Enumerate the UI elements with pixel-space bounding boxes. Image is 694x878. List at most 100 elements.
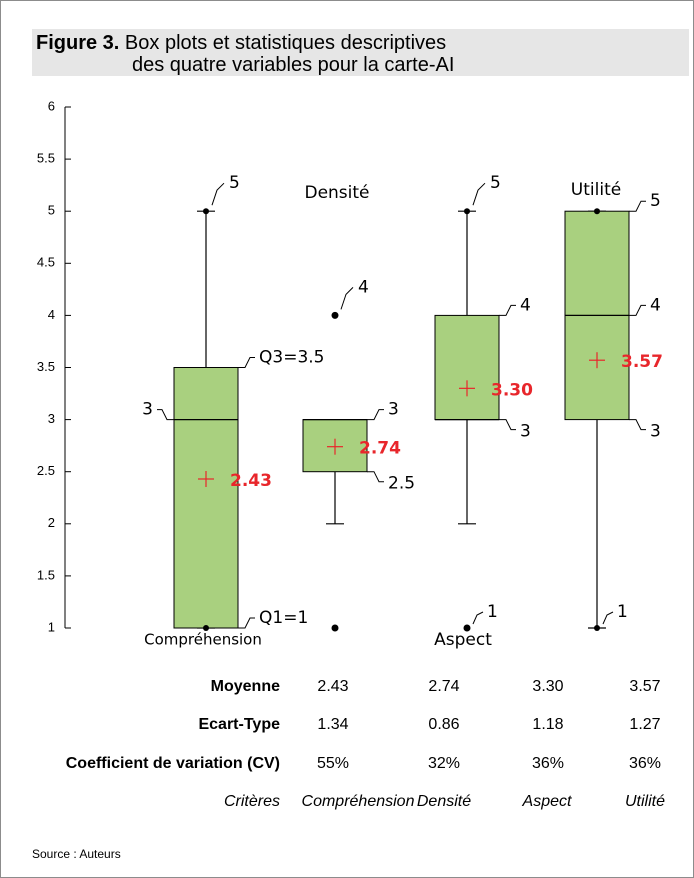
annotation-leader: Q3=3.5 (238, 348, 324, 368)
figure-title-line-2: des quatre variables pour la carte-AI (132, 54, 455, 76)
y-tick-label: 5.5 (37, 151, 55, 166)
stat-cell: 32% (427, 755, 461, 772)
stats-row-moyenne: Moyenne 2.43 2.74 3.30 3.57 (0, 678, 694, 702)
leader-line (238, 617, 255, 629)
y-tick-label: 1 (48, 619, 55, 634)
mean-label: 3.30 (491, 380, 533, 400)
box-4 (564, 210, 630, 629)
leader-line (157, 409, 174, 421)
leader-line (629, 304, 646, 316)
annotation-leader: 4 (629, 295, 661, 316)
box-plot-chart: 1 1.5 2 2.5 3 3.5 4 4.5 5 5.5 6 2.43 2.74 3.30 3.57 5 Q… (37, 98, 663, 650)
annotation-label: 5 (229, 173, 240, 193)
annotation-leader: 2.5 (367, 471, 415, 494)
plot-area (173, 208, 630, 632)
annotation-leader: 5 (211, 173, 240, 206)
y-tick-label: 3.5 (37, 359, 55, 374)
stat-cell: 3.57 (629, 678, 661, 695)
leader-line (629, 419, 646, 431)
annotation-label: Q1=1 (259, 608, 308, 628)
y-axis: 1 1.5 2 2.5 3 3.5 4 4.5 5 5.5 6 (37, 98, 71, 634)
box-2 (302, 311, 368, 632)
figure-label: Figure 3. (36, 32, 120, 54)
box-1 (173, 210, 239, 629)
row-label: Ecart-Type (198, 716, 280, 733)
leader-line (340, 287, 354, 310)
leader-line (602, 611, 614, 625)
max-point (464, 208, 470, 215)
stat-cell: 3.30 (532, 678, 564, 695)
annotation-label: 1 (487, 602, 498, 622)
annotation-leader: Q1=1 (238, 608, 308, 629)
leader-line (499, 304, 516, 316)
annotation-leader: 3 (367, 400, 399, 421)
stat-cell: 36% (628, 755, 662, 772)
column-header: Densité (416, 793, 472, 810)
source-note: Source : Auteurs (32, 847, 121, 861)
annotations: 2.43 2.74 3.30 3.57 5 Q3=3.5 3 Q1=1 4 3 2.5 5 4 3 1 5 4 3… (142, 173, 663, 650)
category-label: Densité (304, 183, 369, 203)
stats-row-cv: Coefficient de variation (CV) 55% 32% 36… (0, 755, 694, 779)
annotation-label: 4 (520, 295, 531, 315)
annotation-leader: 4 (499, 295, 531, 316)
y-tick-label: 4 (48, 307, 55, 322)
annotation-leader: 5 (629, 191, 661, 212)
outlier-point (331, 624, 339, 632)
annotation-label: 4 (358, 277, 369, 297)
max-point (594, 208, 600, 215)
y-tick-label: 6 (48, 98, 55, 113)
min-point (594, 625, 600, 631)
row-label: Coefficient de variation (CV) (65, 755, 280, 772)
leader-line (472, 182, 486, 206)
annotation-leader: 3 (629, 419, 661, 442)
min-point (203, 625, 209, 631)
column-header: Aspect (522, 793, 572, 810)
stat-cell: 1.27 (629, 716, 661, 733)
column-header: Utilité (624, 793, 666, 810)
figure-title-line-1: Figure 3. Box plots et statistiques desc… (36, 32, 446, 54)
category-label: Aspect (434, 630, 492, 650)
stat-cell: 55% (316, 755, 350, 772)
annotation-leader: 1 (472, 602, 498, 625)
y-tick-label: 4.5 (37, 255, 55, 270)
stat-cell: 2.43 (317, 678, 349, 695)
annotation-leader: 4 (340, 277, 369, 310)
leader-line (472, 611, 484, 625)
y-tick-label: 3 (48, 411, 55, 426)
stat-cell: 1.18 (532, 716, 564, 733)
y-tick-label: 5 (48, 203, 55, 218)
box-3 (434, 210, 500, 632)
annotation-label: 4 (650, 295, 661, 315)
annotation-label: Q3=3.5 (259, 348, 324, 368)
mean-label: 2.43 (230, 471, 272, 491)
mean-label: 2.74 (359, 439, 401, 459)
row-label: Critères (223, 793, 280, 810)
annotation-leader: 3 (499, 419, 531, 442)
title-band (32, 29, 689, 76)
stats-row-criteres: Critères Compréhension Densité Aspect Ut… (0, 793, 694, 817)
annotation-leader: 1 (602, 602, 628, 625)
outlier-point (463, 624, 471, 632)
annotation-leader: 3 (142, 400, 174, 421)
annotation-label: 3 (388, 400, 399, 420)
annotation-label: 3 (520, 422, 531, 442)
leader-line (499, 419, 516, 431)
leader-line (367, 409, 384, 421)
stats-row-ecart-type: Ecart-Type 1.34 0.86 1.18 1.27 (0, 716, 694, 740)
annotation-label: 3 (142, 400, 153, 420)
mean-label: 3.57 (621, 352, 663, 372)
leader-line (629, 200, 646, 212)
max-point (203, 208, 209, 215)
category-label: Utilité (571, 180, 621, 200)
annotation-label: 3 (650, 422, 661, 442)
y-tick-label: 2 (48, 515, 55, 530)
stat-cell: 0.86 (428, 716, 460, 733)
annotation-label: 5 (490, 173, 501, 193)
stat-cell: 36% (531, 755, 565, 772)
annotation-label: 2.5 (388, 474, 415, 494)
leader-line (238, 357, 255, 368)
stat-cell: 2.74 (428, 678, 460, 695)
category-label: Compréhension (144, 631, 262, 649)
annotation-leader: 5 (472, 173, 501, 206)
leader-line (367, 471, 384, 483)
